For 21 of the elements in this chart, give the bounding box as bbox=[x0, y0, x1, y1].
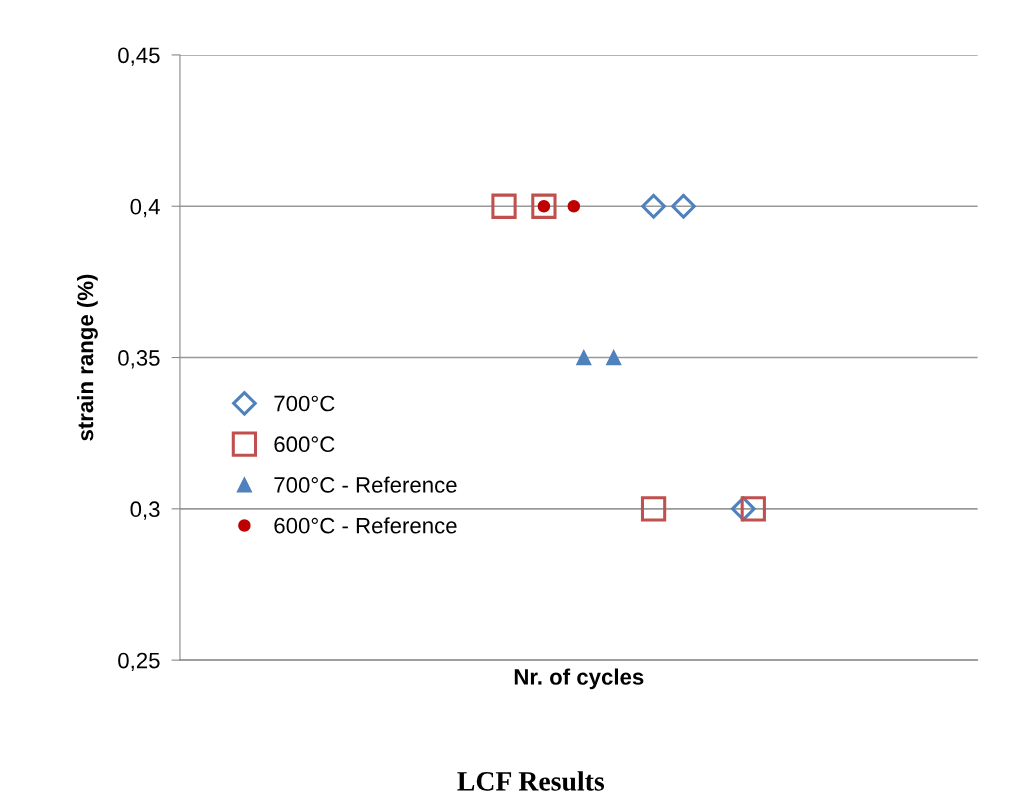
legend-label: 700°C bbox=[274, 395, 335, 412]
y-tick-label: 0,25 bbox=[118, 652, 160, 672]
point bbox=[606, 349, 622, 366]
y-tick-label: 0,35 bbox=[118, 350, 160, 369]
point bbox=[531, 193, 557, 219]
legend-label: 600°C - Reference bbox=[274, 517, 457, 534]
point bbox=[740, 496, 766, 522]
point bbox=[640, 496, 667, 522]
point bbox=[641, 193, 666, 219]
y-tick-label: 0,45 bbox=[118, 47, 160, 66]
point bbox=[567, 199, 581, 213]
legend-label: 700°C - Reference bbox=[274, 476, 457, 493]
legend-label: 600°C bbox=[274, 436, 335, 453]
point bbox=[491, 193, 517, 219]
y-tick-label: 0,4 bbox=[130, 198, 160, 218]
point bbox=[576, 349, 592, 366]
text: LCF Results bbox=[457, 771, 605, 791]
y-axis-title: strain range (%) bbox=[77, 274, 98, 441]
x-axis-title: Nr. of cycles bbox=[514, 668, 644, 690]
point bbox=[671, 193, 696, 219]
y-tick-label: 0,3 bbox=[130, 501, 160, 520]
